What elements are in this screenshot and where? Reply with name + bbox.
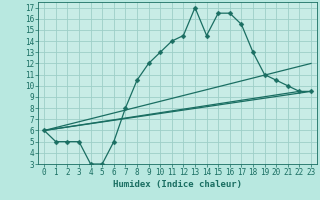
X-axis label: Humidex (Indice chaleur): Humidex (Indice chaleur) — [113, 180, 242, 189]
